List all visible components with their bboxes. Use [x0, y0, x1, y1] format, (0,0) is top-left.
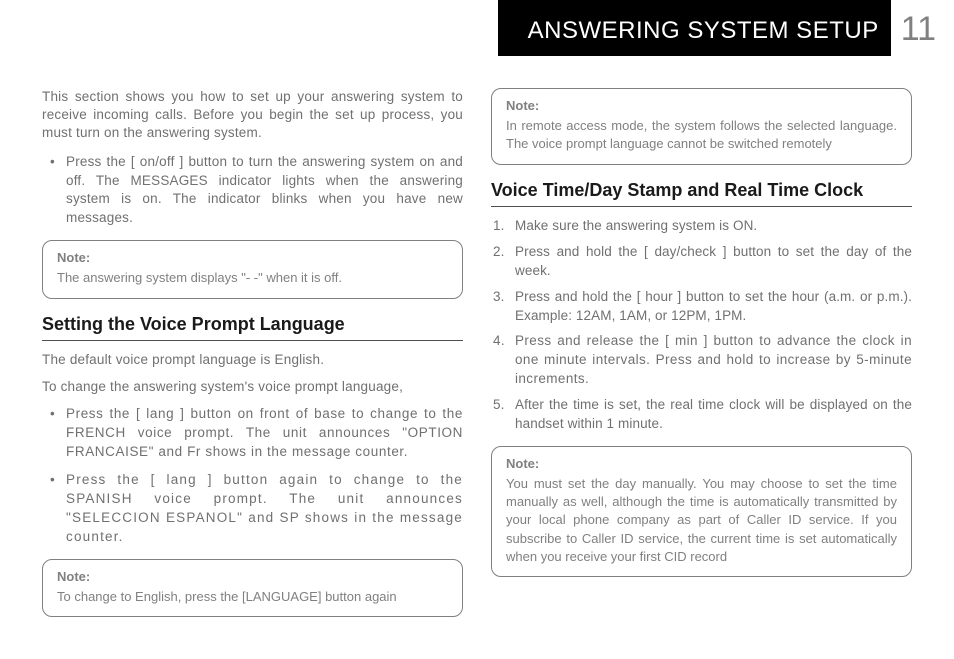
note-box-cid: Note: You must set the day manually. You…	[491, 446, 912, 577]
note-body: In remote access mode, the system follow…	[506, 117, 897, 153]
note-box-remote: Note: In remote access mode, the system …	[491, 88, 912, 165]
note-label: Note:	[506, 97, 897, 115]
list-item: Press and hold the [ day/check ] button …	[491, 243, 912, 281]
note-body: The answering system displays "- -" when…	[57, 269, 448, 287]
list-item: Make sure the answering system is ON.	[491, 217, 912, 236]
list-item: Press and hold the [ hour ] button to se…	[491, 288, 912, 326]
note-body: You must set the day manually. You may c…	[506, 475, 897, 566]
content-area: This section shows you how to set up you…	[42, 88, 912, 639]
list-item: Press the [ on/off ] button to turn the …	[42, 153, 463, 229]
note-box-off-display: Note: The answering system displays "- -…	[42, 240, 463, 298]
intro-paragraph: This section shows you how to set up you…	[42, 88, 463, 143]
list-item: Press and release the [ min ] button to …	[491, 332, 912, 389]
language-bullets: Press the [ lang ] button on front of ba…	[42, 405, 463, 547]
intro-bullets: Press the [ on/off ] button to turn the …	[42, 153, 463, 229]
note-label: Note:	[57, 249, 448, 267]
section-heading-clock: Voice Time/Day Stamp and Real Time Clock	[491, 179, 912, 207]
list-item: After the time is set, the real time clo…	[491, 396, 912, 434]
note-label: Note:	[506, 455, 897, 473]
note-body: To change to English, press the [LANGUAG…	[57, 588, 448, 606]
clock-steps: Make sure the answering system is ON. Pr…	[491, 217, 912, 434]
section-heading-language: Setting the Voice Prompt Language	[42, 313, 463, 341]
header-title: ANSWERING SYSTEM SETUP	[498, 0, 891, 56]
list-item: Press the [ lang ] button on front of ba…	[42, 405, 463, 462]
note-label: Note:	[57, 568, 448, 586]
note-box-english: Note: To change to English, press the [L…	[42, 559, 463, 617]
page-number: 11	[891, 0, 954, 46]
paragraph: To change the answering system's voice p…	[42, 378, 463, 397]
paragraph: The default voice prompt language is Eng…	[42, 351, 463, 370]
left-column: This section shows you how to set up you…	[42, 88, 463, 639]
list-item: Press the [ lang ] button again to chang…	[42, 471, 463, 547]
right-column: Note: In remote access mode, the system …	[491, 88, 912, 639]
page-header: ANSWERING SYSTEM SETUP 11	[498, 0, 954, 62]
